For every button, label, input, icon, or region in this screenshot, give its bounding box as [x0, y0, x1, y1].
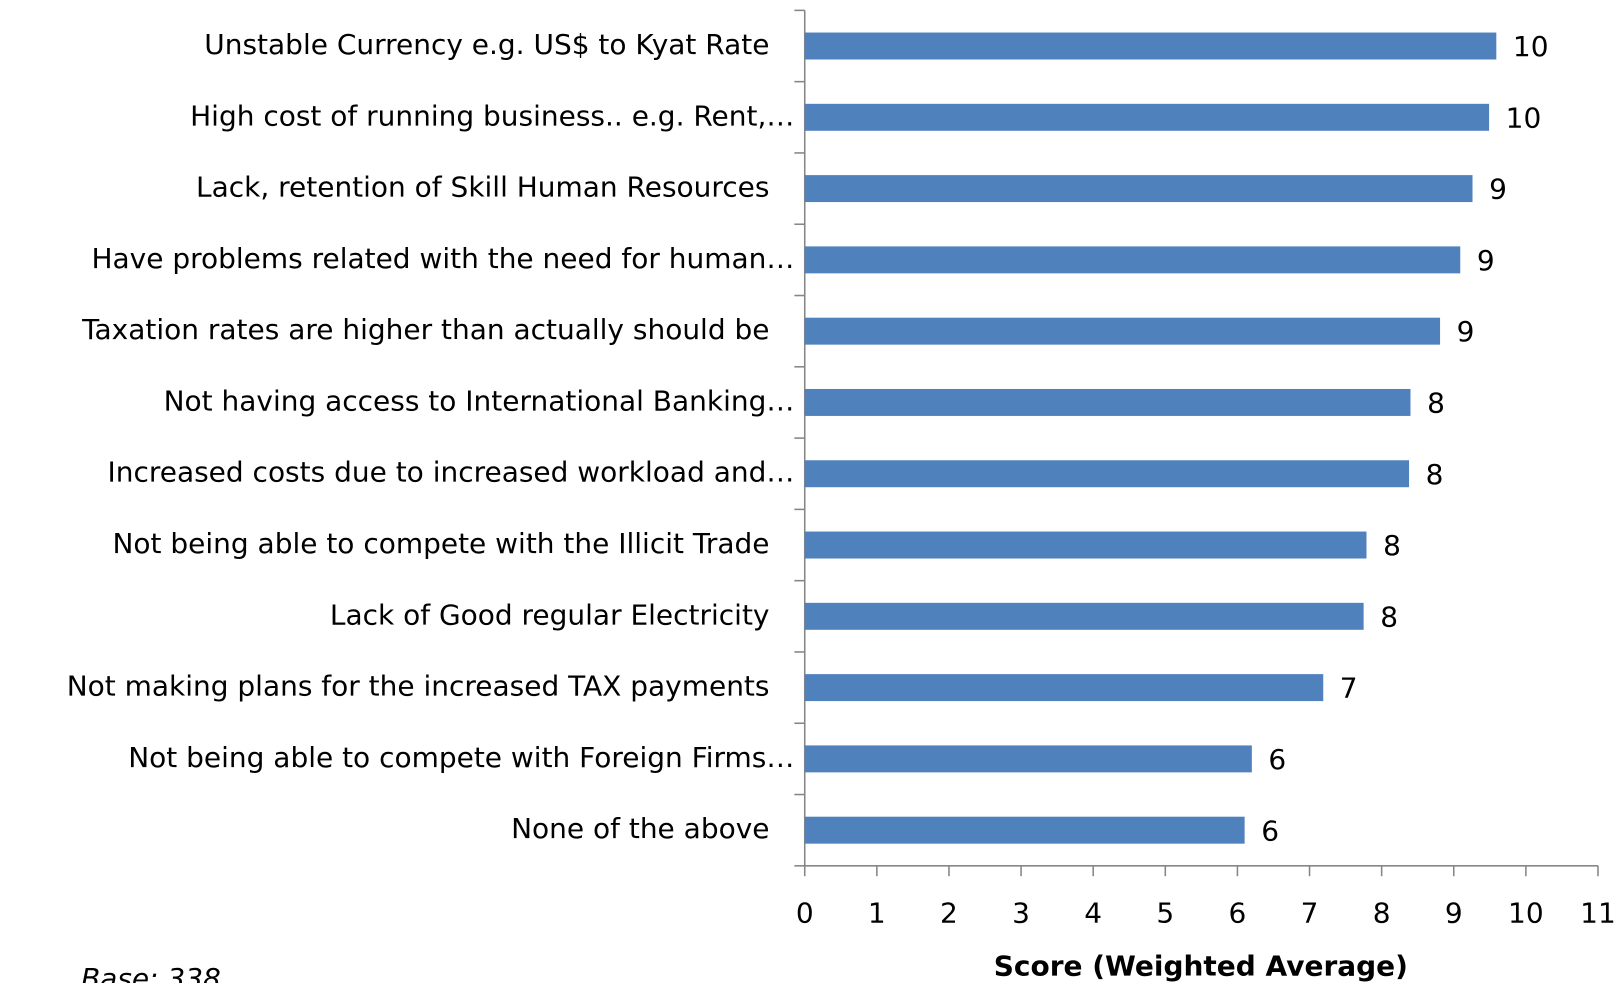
data-label: 6	[1261, 814, 1279, 847]
data-label: 8	[1426, 458, 1444, 491]
data-label: 6	[1268, 743, 1286, 776]
y-tick-label: None of the above	[511, 812, 769, 845]
data-label: 9	[1489, 173, 1507, 206]
x-tick-label: 5	[1156, 897, 1174, 930]
bar	[804, 531, 1367, 559]
x-tick-label: 0	[796, 897, 814, 930]
bar	[804, 745, 1252, 773]
bar	[804, 32, 1497, 60]
y-tick-label: Increased costs due to increased workloa…	[107, 456, 794, 489]
x-tick-label: 10	[1508, 897, 1544, 930]
y-tick-label: Lack of Good regular Electricity	[330, 598, 770, 631]
bar	[804, 175, 1473, 203]
x-tick-label: 3	[1012, 897, 1030, 930]
y-tick-label: Not being able to compete with Foreign F…	[128, 741, 794, 774]
y-tick-label: Have problems related with the need for …	[91, 242, 794, 275]
y-tick-label: Lack, retention of Skill Human Resources	[196, 171, 769, 204]
data-label: 9	[1477, 244, 1495, 277]
base-note: Base: 338	[81, 962, 221, 983]
bar	[804, 674, 1324, 702]
x-tick-label: 11	[1580, 897, 1616, 930]
bar	[804, 246, 1461, 274]
bar	[804, 103, 1490, 131]
x-tick-label: 2	[940, 897, 958, 930]
bar	[804, 388, 1411, 416]
bar	[804, 816, 1245, 844]
x-tick-label: 6	[1229, 897, 1247, 930]
x-tick-label: 4	[1084, 897, 1102, 930]
bar	[804, 317, 1441, 345]
data-label: 10	[1506, 101, 1542, 134]
y-tick-label: High cost of running business.. e.g. Ren…	[190, 99, 794, 132]
y-tick-label: Taxation rates are higher than actually …	[81, 313, 769, 346]
y-tick-label: Unstable Currency e.g. US$ to Kyat Rate	[204, 28, 769, 61]
x-tick-label: 7	[1301, 897, 1319, 930]
data-label: 9	[1457, 315, 1475, 348]
data-label: 7	[1340, 672, 1358, 705]
x-tick-label: 1	[868, 897, 886, 930]
bar	[804, 602, 1364, 630]
data-label: 8	[1383, 529, 1401, 562]
data-label: 8	[1380, 600, 1398, 633]
y-tick-label: Not being able to compete with the Illic…	[112, 527, 769, 560]
x-tick-label: 9	[1445, 897, 1463, 930]
y-tick-label: Not having access to International Banki…	[164, 384, 795, 417]
y-tick-label: Not making plans for the increased TAX p…	[67, 670, 770, 703]
x-tick-label: 8	[1373, 897, 1391, 930]
data-label: 10	[1513, 30, 1549, 63]
x-axis-title: Score (Weighted Average)	[994, 949, 1408, 982]
data-label: 8	[1427, 387, 1445, 420]
bar	[804, 460, 1410, 488]
